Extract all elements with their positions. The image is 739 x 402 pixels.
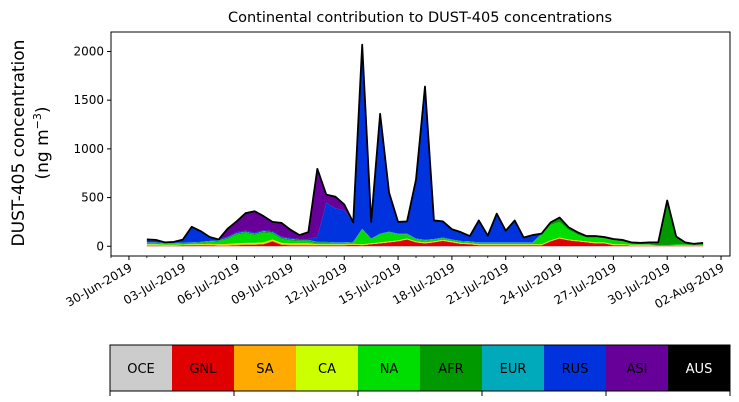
series-area-gnl [146, 238, 704, 247]
x-axis: 30-Jun-201903-Jul-201906-Jul-201909-Jul-… [63, 256, 727, 311]
legend-label-sa: SA [256, 362, 273, 377]
legend-swatch-na [358, 345, 421, 391]
y-tick-label: 1500 [73, 93, 104, 107]
total-outline [146, 43, 704, 245]
legend-swatch-eur [482, 345, 545, 391]
legend-frame [109, 344, 731, 392]
legend-label-afr: AFR [438, 362, 463, 377]
legend-swatch-gnl [172, 345, 235, 391]
legend-label-aus: AUS [686, 362, 713, 377]
y-tick-label: 1000 [73, 142, 104, 156]
legend-label-eur: EUR [500, 362, 527, 377]
series-area-rus [146, 44, 704, 244]
legend-swatch-sa [234, 345, 297, 391]
legend-label-gnl: GNL [189, 362, 217, 377]
y-tick-label: 500 [81, 191, 104, 205]
legend-swatch-ca [296, 345, 359, 391]
y-tick-label: 2000 [73, 44, 104, 58]
legend-label-oce: OCE [127, 362, 155, 377]
legend-label-rus: RUS [562, 362, 589, 377]
chart-title: Continental contribution to DUST-405 con… [228, 10, 612, 26]
legend-swatch-aus [668, 345, 731, 391]
legend-label-ca: CA [318, 362, 336, 377]
y-axis-label-unit-exponent: −3 [31, 113, 44, 129]
legend-label-na: NA [380, 362, 399, 377]
legend: OCE GNL SA CA NA AFR EUR RUS ASI AUS [109, 344, 731, 396]
series-area-ca [146, 237, 704, 246]
y-axis: 0 500 1000 1500 2000 [73, 44, 111, 253]
series-area-sa [146, 237, 704, 246]
legend-label-asi: ASI [627, 362, 648, 377]
y-axis-label-line1: DUST-405 concentration [9, 40, 29, 247]
plot-frame [110, 31, 731, 257]
y-tick-label: 0 [96, 239, 104, 253]
y-axis-label-unit: (ng m [33, 129, 53, 179]
x-tick-label: 30-Jun-2019 [63, 260, 134, 309]
legend-swatch-asi [606, 345, 669, 391]
y-axis-label-line2: (ng m−3) [31, 106, 53, 179]
y-axis-label-unit-close: ) [33, 106, 53, 113]
series-area-na [146, 221, 704, 246]
legend-swatch-afr [420, 345, 483, 391]
legend-swatch-rus [544, 345, 607, 391]
legend-swatch-oce [110, 345, 173, 391]
plot-series [146, 44, 704, 247]
y-axis-label: DUST-405 concentration (ng m−3) [9, 40, 53, 247]
